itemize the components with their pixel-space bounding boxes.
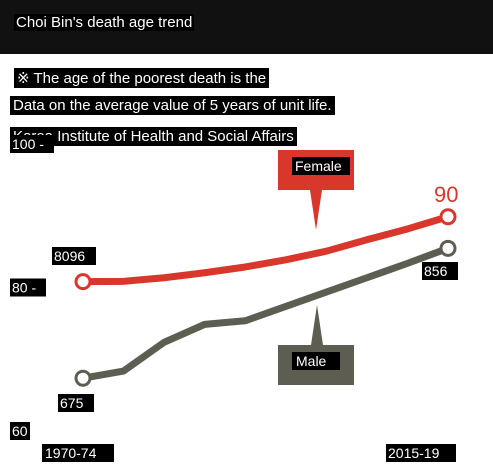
- y-tick-bg-100: [10, 135, 54, 153]
- x-tick-last: 2015-19: [388, 445, 440, 461]
- point-male-9: [439, 239, 457, 257]
- y-tick-100: 100 -: [12, 136, 44, 152]
- series-tag-bg-male: [292, 352, 340, 370]
- data-label-male-start: 675: [60, 395, 84, 411]
- point-female-0: [74, 273, 92, 291]
- series-line-male: [79, 244, 452, 382]
- x-tick-bg-first: [42, 444, 114, 462]
- data-label-bg-female-start: [52, 247, 96, 265]
- callout-pointer-male: [311, 305, 323, 345]
- series-line-female: [79, 213, 452, 286]
- data-label-bg-male-start: [58, 394, 94, 412]
- gap-area: [83, 216, 448, 379]
- callout-pointer-female: [310, 190, 322, 230]
- x-tick-first: 1970-74: [45, 445, 97, 461]
- note-line-1: ※ The age of the poorest death is the: [14, 68, 270, 88]
- y-tick-60: 60: [12, 423, 28, 439]
- x-tick-bg-last: [386, 444, 456, 462]
- y-tick-bg-80: [10, 278, 46, 297]
- y-tick-bg-60: [10, 422, 30, 440]
- data-label-male-end: 856: [424, 263, 448, 279]
- note-line-2: Data on the average value of 5 years of …: [10, 96, 335, 115]
- series-tag-bg-female: [292, 157, 350, 175]
- series-tag-male: Male: [296, 353, 327, 369]
- data-label-female-start: 8096: [54, 248, 85, 264]
- data-label-bg-male-end: [422, 262, 458, 280]
- y-tick-80: 80 -: [12, 280, 36, 296]
- chart-title: Choi Bin's death age trend: [14, 14, 195, 31]
- point-male-0: [74, 369, 92, 387]
- data-label-female-end: 90: [434, 182, 458, 207]
- point-female-9: [439, 208, 457, 226]
- note-line-3: Korea Institute of Health and Social Aff…: [10, 127, 297, 146]
- series-tag-female: Female: [295, 158, 342, 174]
